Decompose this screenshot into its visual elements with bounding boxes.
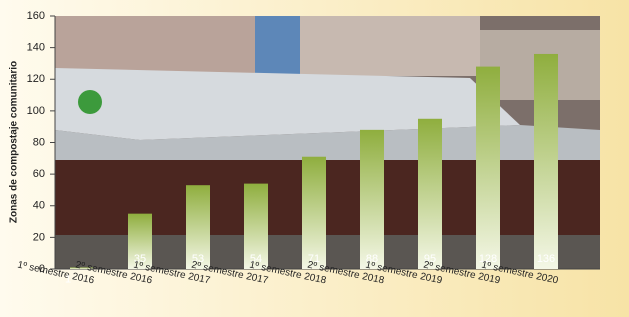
page: Zonas de compostaje comunitario 02040608… [0,0,629,317]
bar [360,130,384,269]
y-tick-label: 60 [33,168,45,180]
y-tick-label: 20 [33,231,45,243]
data-label: 136 [537,253,555,265]
data-label: 1 [65,273,71,285]
y-tick-label: 40 [33,200,45,212]
y-tick-label: 80 [33,136,45,148]
chart: Zonas de compostaje comunitario 02040608… [0,0,629,317]
y-tick-label: 160 [27,10,45,22]
bar [476,67,500,269]
y-axis-label: Zonas de compostaje comunitario [9,61,20,223]
y-tick-label: 100 [27,105,45,117]
bar [418,119,442,269]
y-tick-label: 120 [27,73,45,85]
y-tick-label: 140 [27,42,45,54]
bar [534,54,558,269]
